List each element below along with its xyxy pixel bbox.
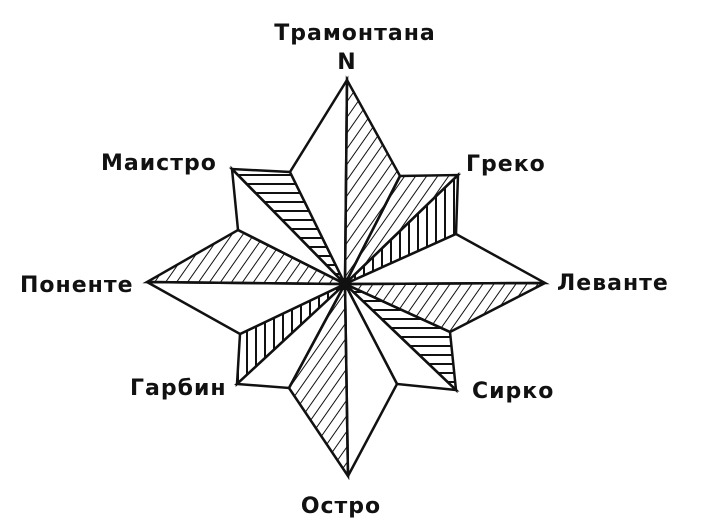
label-north-letter: N bbox=[337, 50, 356, 75]
label-northeast: Греко bbox=[466, 152, 546, 177]
label-south: Остро bbox=[301, 494, 381, 519]
east-point-south-half bbox=[344, 281, 546, 334]
label-southeast: Сирко bbox=[472, 379, 554, 404]
label-northwest: Маистро bbox=[101, 151, 217, 176]
west-point-north-half bbox=[142, 228, 346, 286]
compass-rose-star bbox=[142, 75, 550, 481]
label-north: Трамонтана bbox=[274, 21, 436, 46]
north-point-east-half bbox=[343, 75, 402, 285]
south-point-west-half bbox=[287, 279, 350, 481]
label-southwest: Гарбин bbox=[130, 376, 227, 401]
label-east: Левантe bbox=[557, 271, 669, 296]
label-west: Поненте bbox=[20, 273, 134, 298]
rose-center-dot bbox=[338, 277, 352, 291]
